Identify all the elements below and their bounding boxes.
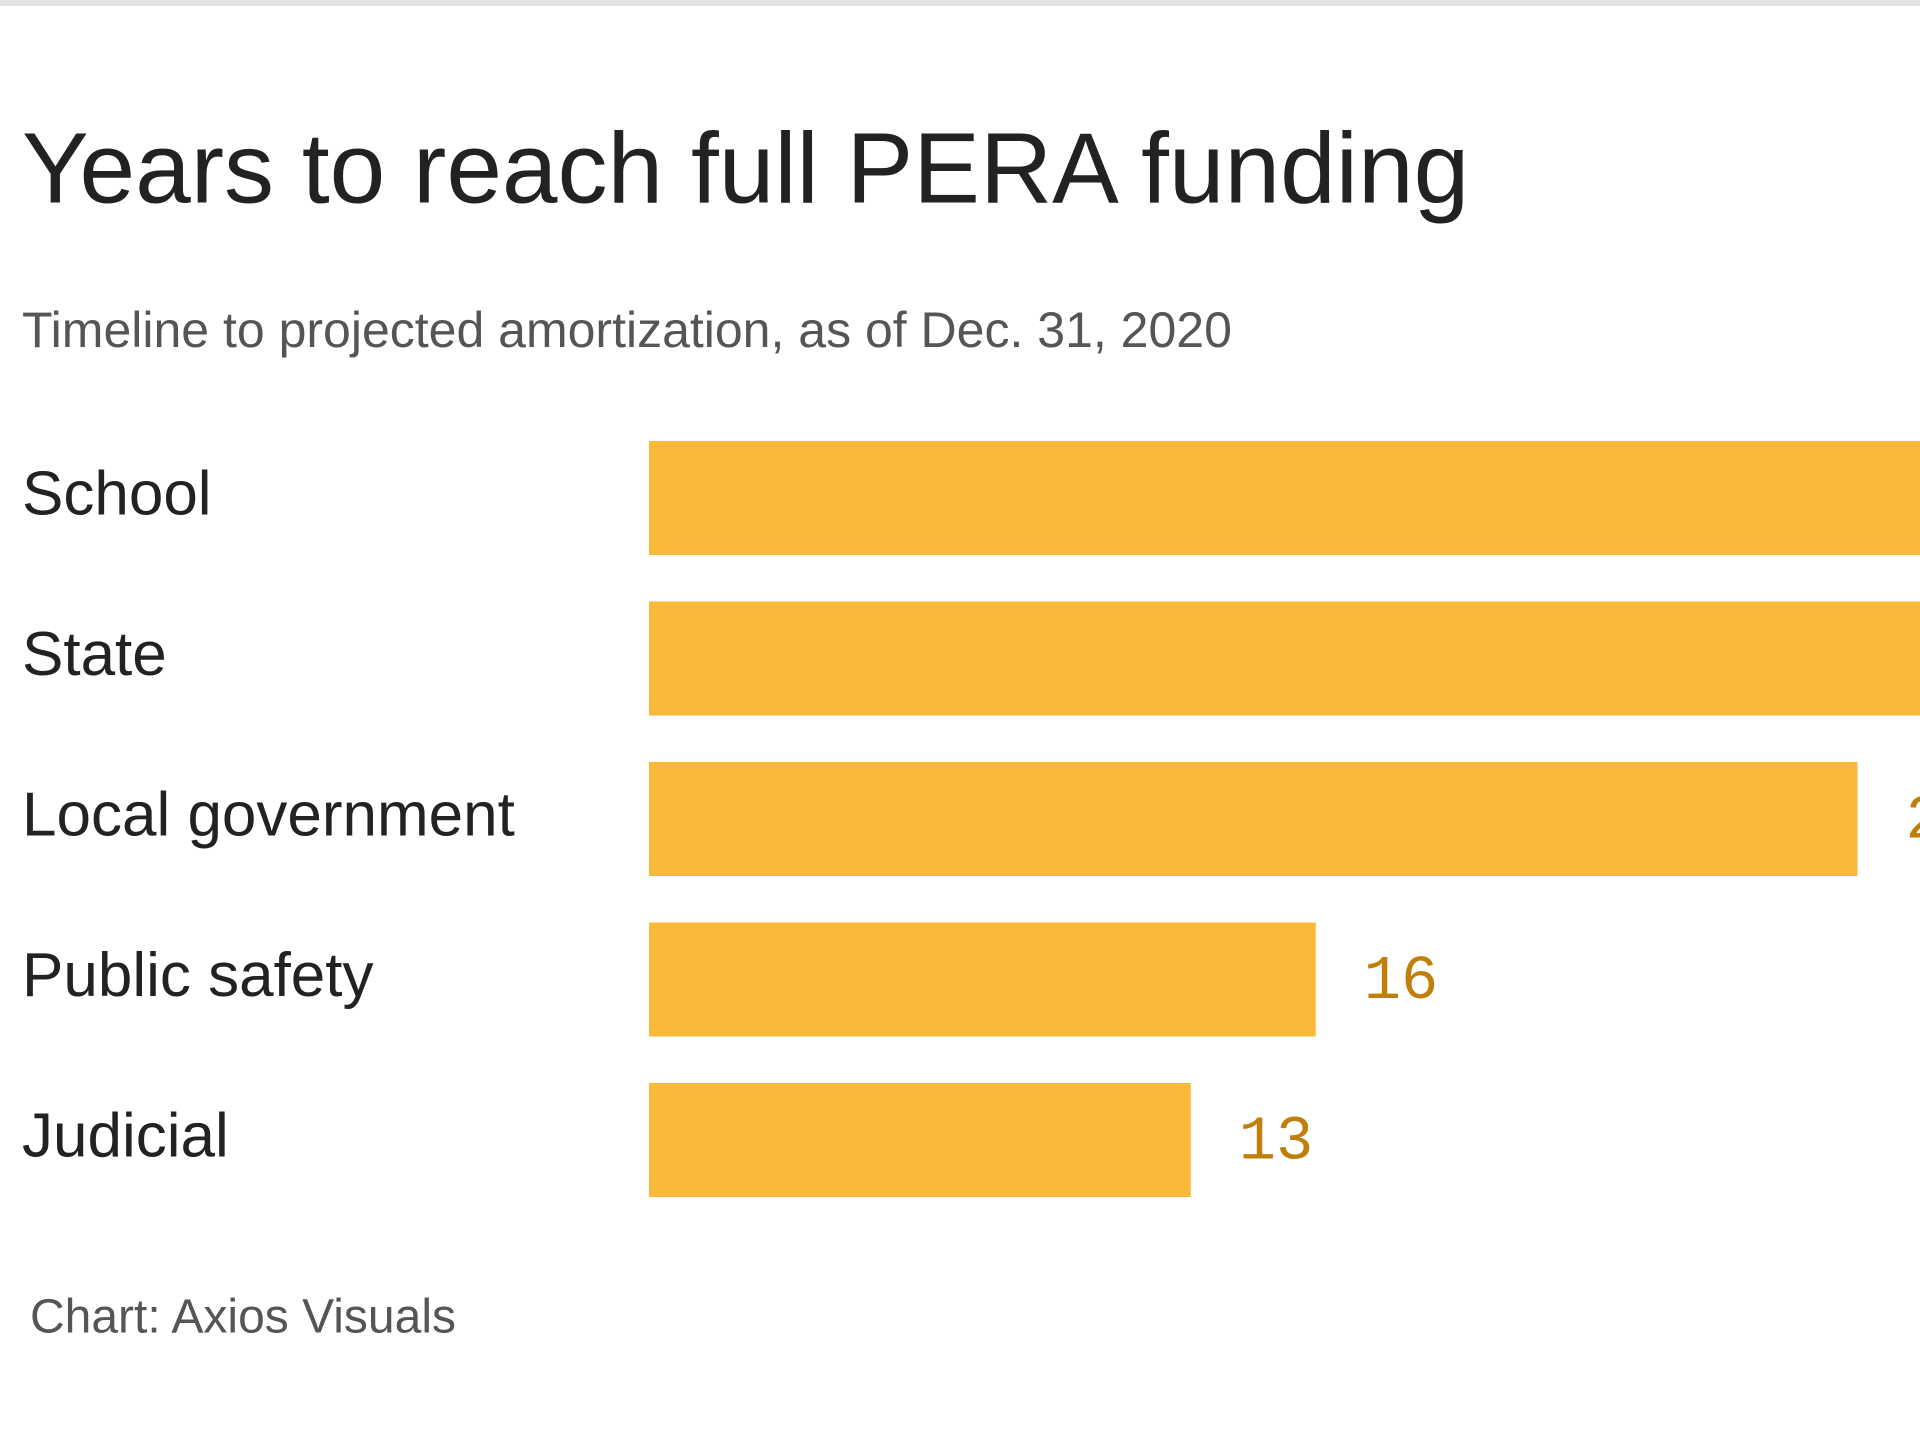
bar [649, 762, 1858, 876]
value-label: 29 [1905, 785, 1920, 856]
bar [649, 1083, 1191, 1197]
bar [649, 601, 1920, 716]
category-label: State [22, 620, 167, 689]
category-label: Local government [22, 780, 515, 849]
category-label: School [22, 459, 212, 528]
value-label: 13 [1239, 1106, 1313, 1177]
category-label: Public safety [22, 941, 374, 1010]
chart-title: Years to reach full PERA funding [22, 112, 1469, 224]
top-border [0, 0, 1920, 6]
category-label: Judicial [22, 1101, 229, 1170]
chart-subtitle: Timeline to projected amortization, as o… [22, 302, 1232, 358]
source: Chart: Axios Visuals [30, 1291, 456, 1344]
bar [649, 441, 1920, 555]
value-label: 16 [1364, 946, 1438, 1017]
bar [649, 922, 1316, 1037]
